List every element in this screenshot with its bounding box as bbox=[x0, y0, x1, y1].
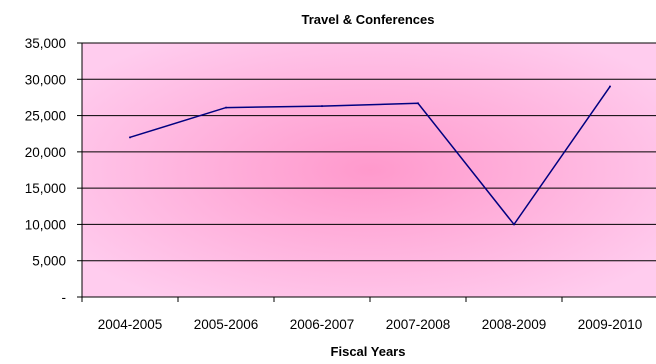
x-tick-label: 2006-2007 bbox=[290, 317, 355, 332]
x-tick-label: 2008-2009 bbox=[482, 317, 547, 332]
y-tick-label: 30,000 bbox=[25, 72, 66, 87]
y-tick-label: 25,000 bbox=[25, 109, 66, 124]
y-tick-label: - bbox=[62, 290, 67, 305]
gridlines bbox=[82, 42, 656, 298]
y-tick-label: 20,000 bbox=[25, 145, 66, 160]
x-tick-label: 2007-2008 bbox=[386, 317, 451, 332]
y-axis: - 5,000 10,000 15,000 20,000 25,000 30,000 35,0… bbox=[25, 36, 83, 305]
y-tick-label: 35,000 bbox=[25, 36, 66, 51]
series-line bbox=[129, 86, 611, 226]
data-point bbox=[513, 223, 515, 226]
plot-area bbox=[82, 43, 656, 297]
series-layer bbox=[129, 85, 611, 226]
y-tick-label: 15,000 bbox=[25, 181, 66, 196]
data-point bbox=[609, 85, 611, 88]
x-axis-title: Fiscal Years bbox=[331, 344, 406, 359]
x-tick-label: 2009-2010 bbox=[578, 317, 643, 332]
data-point bbox=[321, 105, 323, 108]
data-point bbox=[225, 106, 227, 109]
x-tick-label: 2004-2005 bbox=[98, 317, 163, 332]
data-point bbox=[417, 102, 419, 105]
chart-title: Travel & Conferences bbox=[302, 12, 435, 27]
x-axis: 2004-2005 2005-2006 2006-2007 2007-2008 2008… bbox=[81, 296, 656, 332]
data-point bbox=[129, 136, 131, 139]
y-tick-label: 5,000 bbox=[32, 254, 66, 269]
x-tick-label: 2005-2006 bbox=[194, 317, 259, 332]
y-tick-label: 10,000 bbox=[25, 217, 66, 232]
